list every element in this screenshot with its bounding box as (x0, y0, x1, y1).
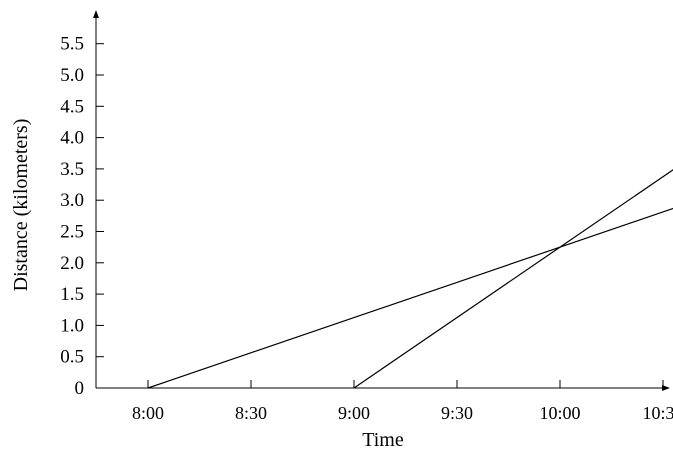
y-tick-label: 0 (75, 378, 85, 399)
y-axis-ticks: 0 0.5 1.0 1.5 2.0 2.5 3.0 3.5 4.0 4.5 5.0 5.5 (60, 34, 104, 399)
y-tick-label: 3.0 (60, 190, 84, 211)
series-line-joshua (147, 207, 673, 389)
y-tick-label: 2.5 (60, 222, 84, 243)
series-line-liam (353, 169, 673, 389)
x-tick-label: 8:00 (132, 403, 164, 423)
y-tick-label: 3.5 (60, 159, 84, 180)
y-tick-label: 4.5 (60, 96, 84, 117)
y-axis-title: Distance (kilometers) (10, 119, 32, 292)
x-tick-label: 9:00 (338, 403, 370, 423)
x-tick-label: 10:00 (539, 403, 580, 423)
y-tick-label: 4.0 (60, 128, 84, 149)
x-tick-label: 8:30 (235, 403, 267, 423)
y-tick-label: 5.0 (60, 65, 84, 86)
x-tick-label: 9:30 (441, 403, 473, 423)
y-tick-label: 1.0 (60, 315, 84, 336)
y-axis-arrow (93, 10, 99, 18)
x-tick-label: 10:30 (642, 403, 673, 423)
series-group: LiamJoshua (147, 169, 673, 389)
axes (93, 10, 670, 391)
x-axis-title: Time (362, 429, 404, 451)
y-tick-label: 5.5 (60, 34, 84, 55)
y-tick-label: 2.0 (60, 253, 84, 274)
x-axis-ticks: 8:008:309:009:3010:0010:3011:0011:3012:0… (132, 380, 673, 423)
y-tick-label: 1.5 (60, 284, 84, 305)
x-axis-arrow (662, 385, 670, 391)
y-tick-label: 0.5 (60, 347, 84, 368)
